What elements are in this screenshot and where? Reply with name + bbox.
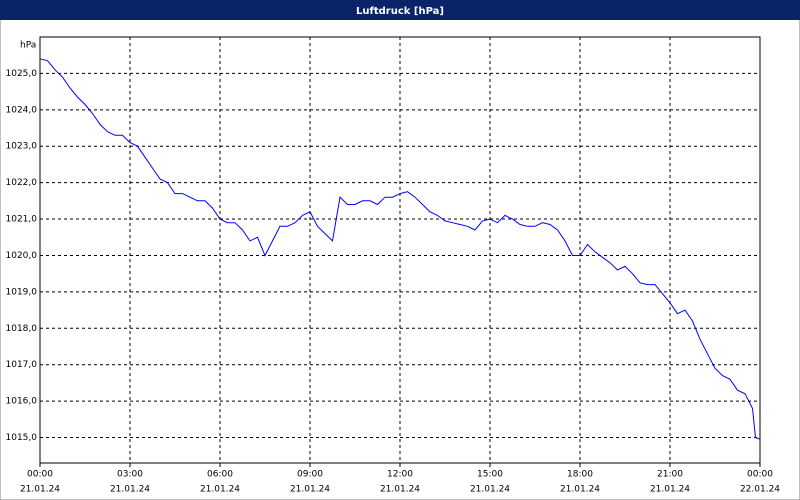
y-tick-label: 1024,0 [6, 105, 38, 115]
x-tick-label: 18:00 [567, 470, 593, 480]
x-tick-date: 21.01.24 [560, 485, 600, 495]
x-tick-date: 21.01.24 [290, 485, 330, 495]
x-tick-label: 00:00 [27, 470, 53, 480]
x-tick-date: 21.01.24 [650, 485, 690, 495]
y-tick-label: 1025,0 [6, 69, 38, 79]
y-tick-label: 1016,0 [6, 397, 38, 407]
y-tick-label: 1021,0 [6, 215, 38, 225]
y-tick-label: 1020,0 [6, 251, 38, 261]
x-tick-label: 03:00 [117, 470, 143, 480]
x-tick-label: 09:00 [297, 470, 323, 480]
line-series [39, 58, 761, 440]
y-tick-label: 1022,0 [6, 178, 38, 188]
x-tick-date: 21.01.24 [380, 485, 420, 495]
x-tick-date: 22.01.24 [740, 485, 780, 495]
x-tick-date: 21.01.24 [470, 485, 510, 495]
y-tick-label: 1019,0 [6, 287, 38, 297]
x-tick-date: 21.01.24 [110, 485, 150, 495]
y-axis-label: hPa [20, 41, 36, 51]
y-tick-label: 1017,0 [6, 360, 38, 370]
x-tick-label: 12:00 [387, 470, 413, 480]
y-tick-label: 1023,0 [6, 142, 38, 152]
x-tick-label: 15:00 [477, 470, 503, 480]
chart-title: Luftdruck [hPa] [356, 6, 444, 17]
x-tick-date: 21.01.24 [20, 485, 60, 495]
x-tick-label: 21:00 [657, 470, 683, 480]
title-bar [0, 0, 800, 20]
y-tick-label: 1018,0 [6, 324, 38, 334]
y-tick-label: 1015,0 [6, 433, 38, 443]
x-tick-label: 06:00 [207, 470, 233, 480]
x-tick-date: 21.01.24 [200, 485, 240, 495]
x-tick-label: 00:00 [747, 470, 773, 480]
